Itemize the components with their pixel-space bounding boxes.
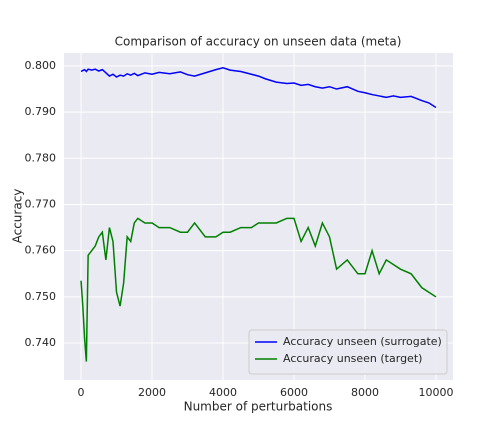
y-tick-label: 0.770 — [25, 197, 57, 210]
y-tick-label: 0.800 — [25, 59, 57, 72]
y-tick-label: 0.760 — [25, 244, 57, 257]
x-axis-label: Number of perturbations — [184, 400, 333, 414]
y-axis-label: Accuracy — [11, 189, 25, 244]
y-tick-label: 0.740 — [25, 336, 57, 349]
x-tick-label: 6000 — [280, 386, 308, 399]
y-tick-label: 0.780 — [25, 151, 57, 164]
legend-box — [248, 329, 448, 375]
plot-area — [64, 53, 453, 380]
legend-label: Accuracy unseen (surrogate) — [283, 335, 442, 348]
x-tick-label: 2000 — [138, 386, 166, 399]
chart-title: Comparison of accuracy on unseen data (m… — [115, 35, 402, 49]
y-tick-label: 0.790 — [25, 105, 57, 118]
series-line — [80, 217, 437, 362]
x-tick-label: 10000 — [418, 386, 453, 399]
x-tick-label: 0 — [78, 386, 85, 399]
x-tick-label: 8000 — [351, 386, 379, 399]
y-tick-label: 0.750 — [25, 290, 57, 303]
series-line — [80, 66, 437, 109]
x-tick-label: 4000 — [209, 386, 237, 399]
legend-label: Accuracy unseen (target) — [283, 352, 422, 365]
